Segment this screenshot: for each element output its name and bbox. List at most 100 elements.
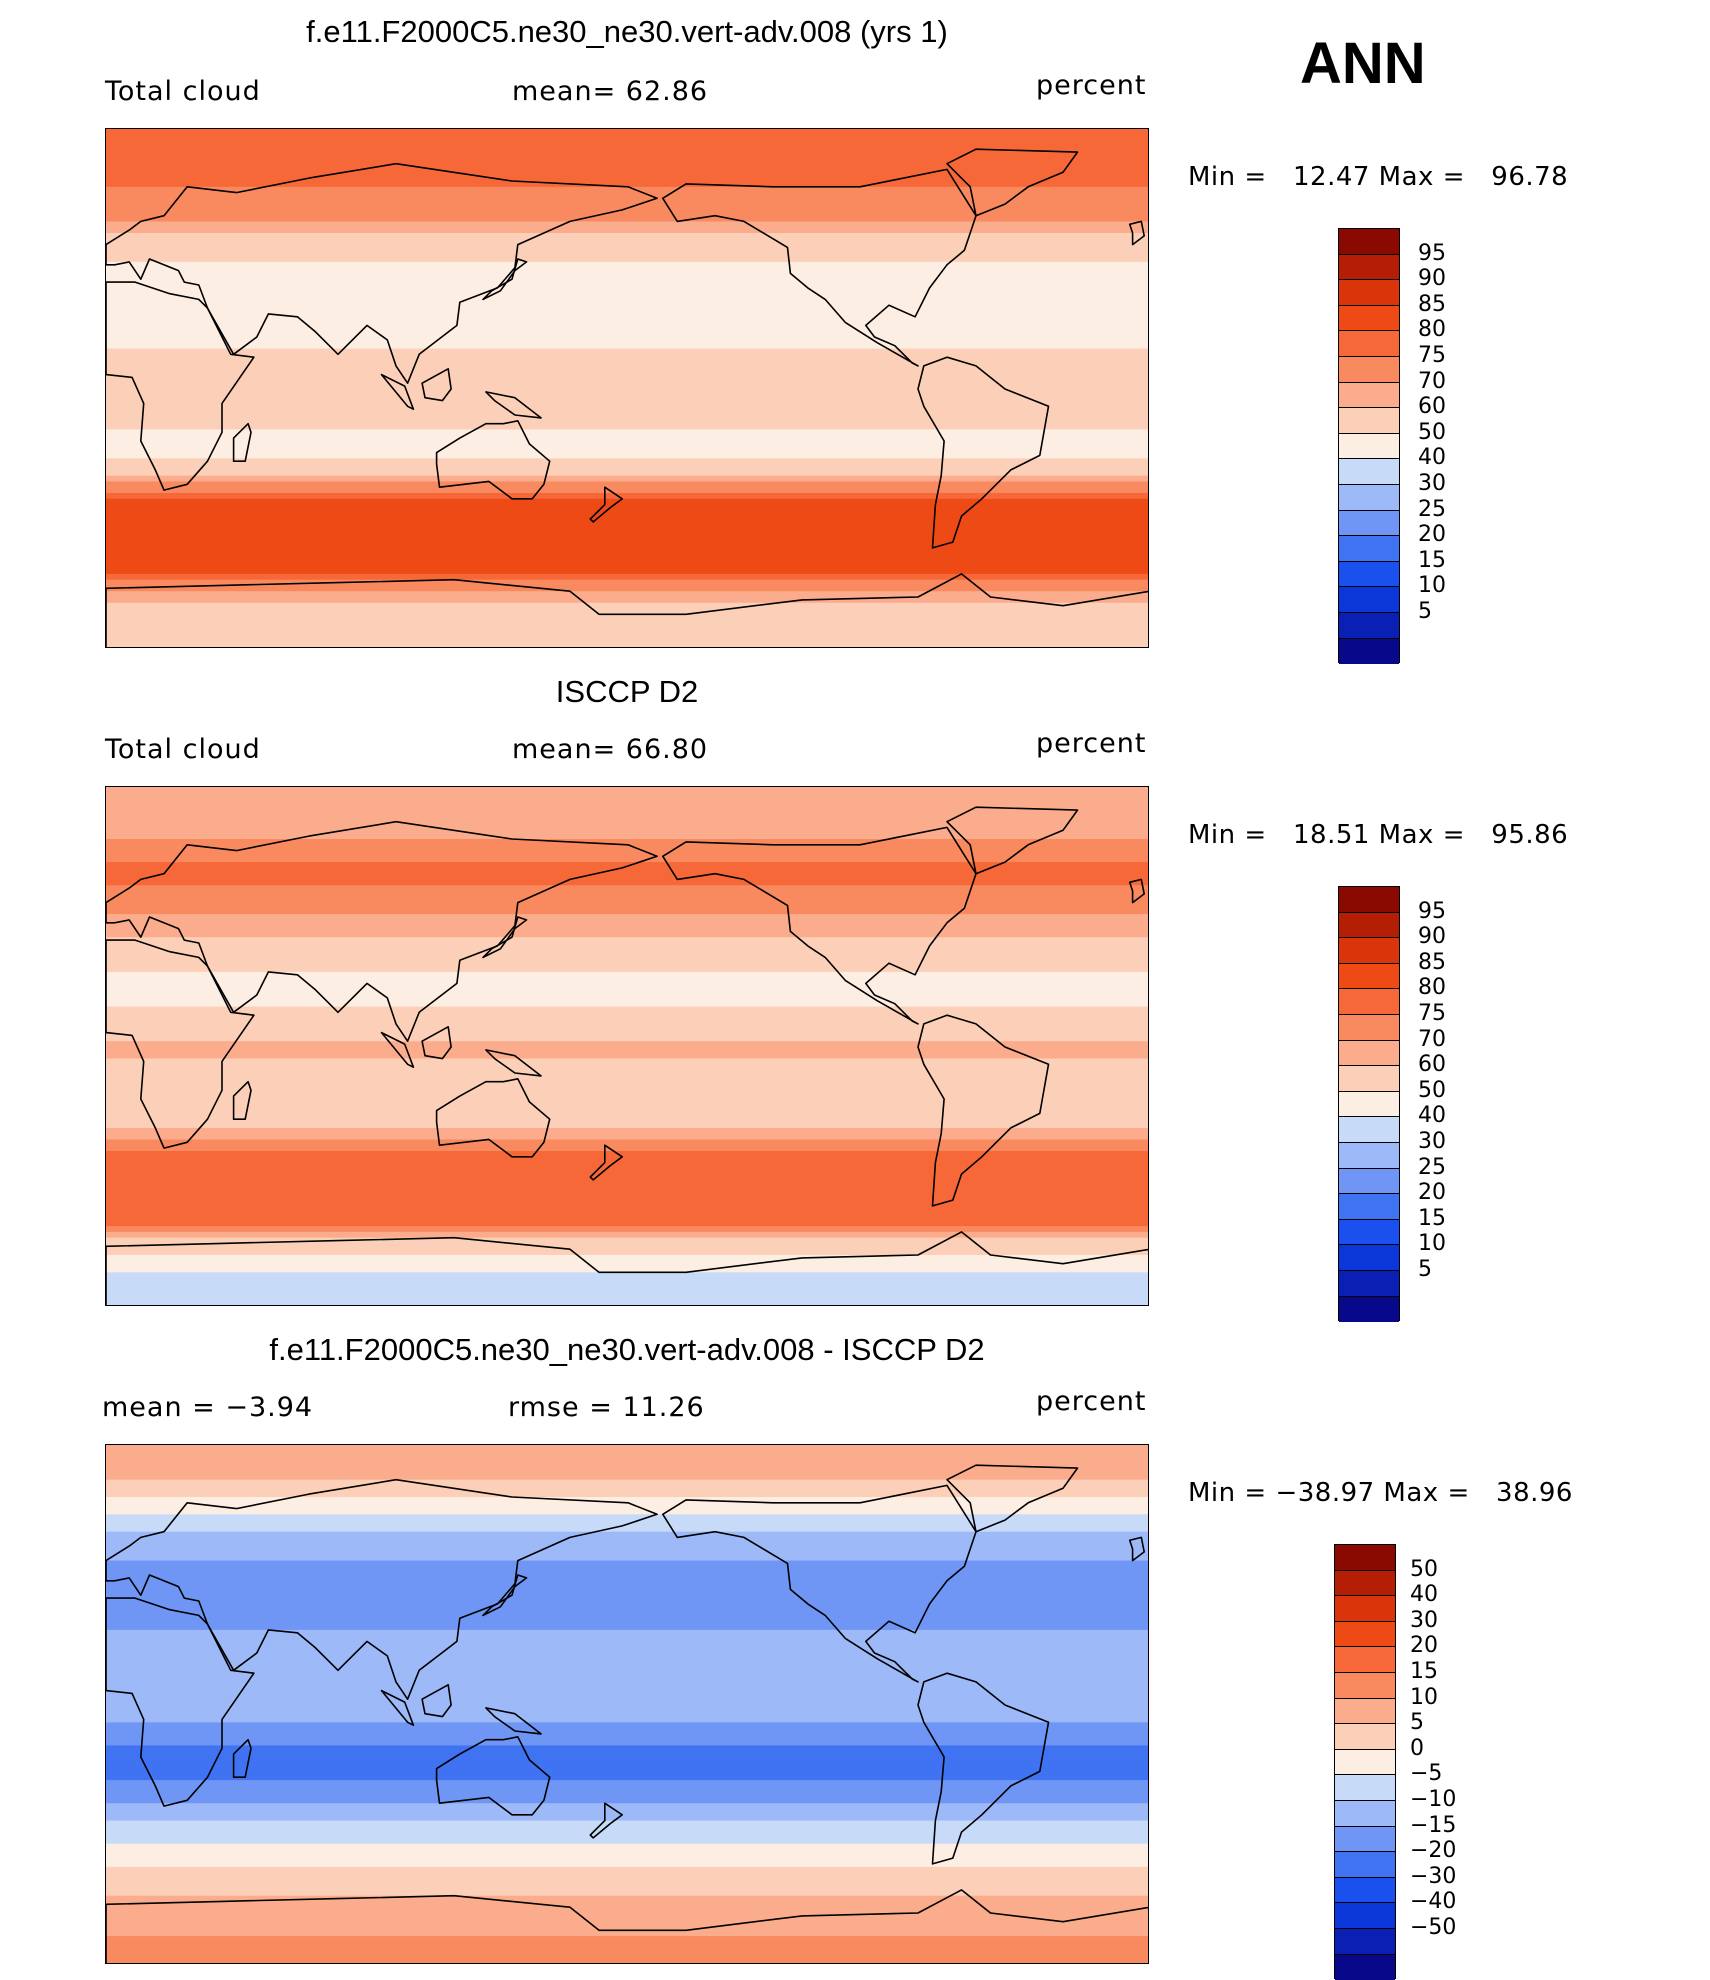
colorbar-swatch [1339, 1220, 1399, 1246]
latitude-band [106, 827, 1149, 833]
latitude-band [106, 1867, 1149, 1873]
latitude-band [106, 476, 1149, 482]
latitude-band [106, 1543, 1149, 1549]
latitude-band [106, 1093, 1149, 1099]
map-field [106, 787, 1149, 1306]
latitude-band [106, 1053, 1149, 1059]
units-label: percent [1036, 1386, 1146, 1417]
latitude-band [106, 1780, 1149, 1786]
colorbar-tick-label: 5 [1418, 599, 1432, 624]
latitude-band [106, 551, 1149, 557]
colorbar-swatch [1339, 1041, 1399, 1067]
latitude-band [106, 314, 1149, 320]
latitude-band [106, 406, 1149, 412]
latitude-band [106, 1665, 1149, 1671]
latitude-band [106, 418, 1149, 424]
latitude-band [106, 169, 1149, 175]
latitude-band [106, 1526, 1149, 1532]
colorbar-tick-label: 70 [1418, 369, 1446, 394]
colorbar-swatch [1339, 1117, 1399, 1143]
latitude-band [106, 129, 1149, 135]
colorbar-tick-label: −15 [1410, 1813, 1456, 1838]
colorbar-swatch [1339, 562, 1399, 588]
latitude-band [106, 1936, 1149, 1942]
latitude-band [106, 1705, 1149, 1711]
colorbar-swatch [1339, 1271, 1399, 1297]
min-max-label: Min = 18.51 Max = 95.86 [1188, 820, 1568, 850]
colorbar-swatch [1339, 964, 1399, 990]
latitude-band [106, 164, 1149, 170]
latitude-band [106, 533, 1149, 539]
latitude-band [106, 401, 1149, 407]
latitude-band [106, 1601, 1149, 1607]
latitude-band [106, 435, 1149, 441]
latitude-band [106, 1647, 1149, 1653]
latitude-band [106, 354, 1149, 360]
latitude-band [106, 1445, 1149, 1451]
colorbar-swatch [1335, 1545, 1395, 1571]
latitude-band [106, 1122, 1149, 1128]
latitude-band [106, 1607, 1149, 1613]
latitude-band [106, 1595, 1149, 1601]
colorbar-swatch [1339, 280, 1399, 306]
latitude-band [106, 1220, 1149, 1226]
latitude-band [106, 1278, 1149, 1284]
latitude-band [106, 545, 1149, 551]
latitude-band [106, 1284, 1149, 1290]
latitude-band [106, 1821, 1149, 1827]
latitude-band [106, 1290, 1149, 1296]
latitude-band [106, 1844, 1149, 1850]
latitude-band [106, 1763, 1149, 1769]
colorbar-swatch [1339, 357, 1399, 383]
latitude-band [106, 1272, 1149, 1278]
latitude-band [106, 799, 1149, 805]
colorbar-tick-label: 90 [1418, 266, 1446, 291]
latitude-band [106, 1774, 1149, 1780]
colorbar-swatch [1339, 1143, 1399, 1169]
latitude-band [106, 1566, 1149, 1572]
colorbar-swatch [1339, 989, 1399, 1015]
latitude-band [106, 891, 1149, 897]
latitude-band [106, 1514, 1149, 1520]
latitude-band [106, 1884, 1149, 1890]
colorbar-tick-label: 20 [1418, 1180, 1446, 1205]
colorbar-swatch [1335, 1827, 1395, 1853]
latitude-band [106, 158, 1149, 164]
latitude-band [106, 1734, 1149, 1740]
latitude-band [106, 603, 1149, 609]
latitude-band [106, 1116, 1149, 1122]
latitude-band [106, 914, 1149, 920]
latitude-band [106, 1024, 1149, 1030]
latitude-band [106, 1157, 1149, 1163]
latitude-band [106, 1099, 1149, 1105]
latitude-band [106, 1134, 1149, 1140]
units-label: percent [1036, 728, 1146, 759]
latitude-band [106, 366, 1149, 372]
latitude-band [106, 1792, 1149, 1798]
latitude-band [106, 1659, 1149, 1665]
latitude-band [106, 1261, 1149, 1267]
latitude-band [106, 1087, 1149, 1093]
latitude-band [106, 285, 1149, 291]
colorbar-swatch [1335, 1571, 1395, 1597]
colorbar [1334, 1544, 1396, 1979]
latitude-band [106, 787, 1149, 793]
colorbar-swatch [1335, 1903, 1395, 1929]
latitude-band [106, 1653, 1149, 1659]
latitude-band [106, 626, 1149, 632]
colorbar-tick-label: 15 [1418, 548, 1446, 573]
latitude-band [106, 447, 1149, 453]
latitude-band [106, 1878, 1149, 1884]
latitude-band [106, 949, 1149, 955]
colorbar-tick-label: 5 [1410, 1710, 1424, 1735]
latitude-band [106, 383, 1149, 389]
latitude-band [106, 1082, 1149, 1088]
colorbar-tick-label: −30 [1410, 1864, 1456, 1889]
latitude-band [106, 505, 1149, 511]
latitude-band [106, 1191, 1149, 1197]
latitude-band [106, 1064, 1149, 1070]
latitude-band [106, 499, 1149, 505]
colorbar-tick-label: 75 [1418, 1001, 1446, 1026]
latitude-band [106, 1301, 1149, 1306]
latitude-band [106, 1670, 1149, 1676]
